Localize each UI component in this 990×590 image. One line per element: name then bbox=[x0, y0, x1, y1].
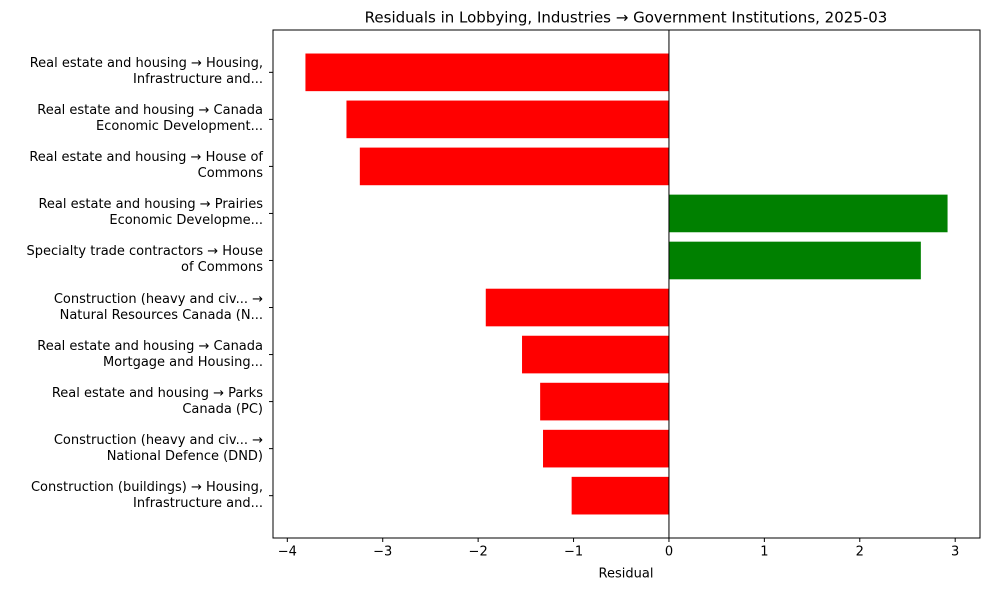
x-tick-label: 0 bbox=[665, 545, 673, 560]
x-tick-label: −1 bbox=[564, 545, 583, 560]
bar bbox=[571, 476, 669, 515]
bar bbox=[305, 53, 669, 92]
bar bbox=[522, 335, 669, 374]
bar bbox=[359, 147, 669, 186]
y-tick-label: Construction (heavy and civ... → Nationa… bbox=[53, 432, 263, 464]
x-tick-label: 3 bbox=[951, 545, 959, 560]
y-tick-label: Specialty trade contractors → House of C… bbox=[26, 244, 263, 276]
bar bbox=[668, 241, 921, 280]
chart-title: Residuals in Lobbying, Industries → Gove… bbox=[365, 9, 888, 27]
y-tick-label: Real estate and housing → Canada Mortgag… bbox=[37, 338, 263, 370]
y-tick-label: Real estate and housing → Parks Canada (… bbox=[51, 385, 263, 417]
x-axis-label: Residual bbox=[599, 567, 654, 582]
plot-frame bbox=[272, 29, 981, 539]
x-tick-label: −3 bbox=[373, 545, 392, 560]
bar bbox=[668, 194, 948, 233]
x-tick-label: −4 bbox=[278, 545, 297, 560]
bar bbox=[485, 288, 669, 327]
y-tick-label: Real estate and housing → Prairies Econo… bbox=[38, 197, 263, 229]
x-tick-label: 1 bbox=[760, 545, 768, 560]
y-tick-label: Real estate and housing → Housing, Infra… bbox=[29, 56, 263, 88]
bar bbox=[346, 100, 669, 139]
bar bbox=[543, 429, 669, 468]
y-tick-label: Construction (heavy and civ... → Natural… bbox=[53, 291, 263, 323]
x-tick-label: −2 bbox=[469, 545, 488, 560]
y-tick-label: Real estate and housing → House of Commo… bbox=[29, 150, 263, 182]
y-tick-label: Real estate and housing → Canada Economi… bbox=[37, 103, 263, 135]
x-tick-label: 2 bbox=[856, 545, 864, 560]
bar bbox=[540, 382, 669, 421]
y-tick-label: Construction (buildings) → Housing, Infr… bbox=[30, 479, 263, 511]
